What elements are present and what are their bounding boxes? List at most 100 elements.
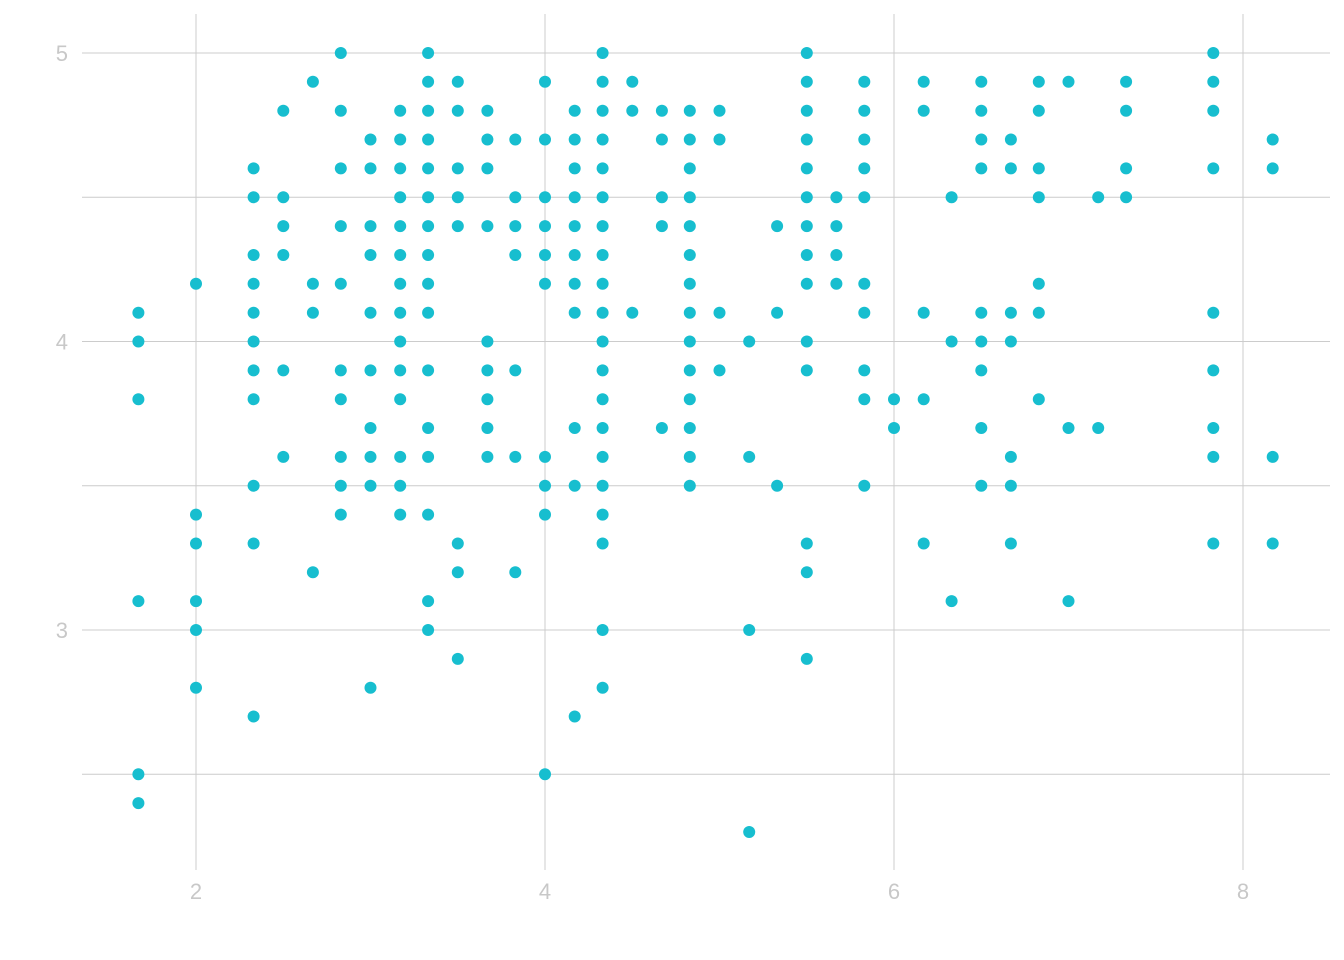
- scatter-point: [509, 566, 522, 579]
- scatter-point: [800, 537, 813, 550]
- scatter-point: [247, 249, 260, 261]
- scatter-point: [655, 422, 668, 434]
- scatter-point: [247, 393, 260, 406]
- y-tick-label: 4: [56, 330, 68, 355]
- scatter-point: [596, 277, 609, 290]
- scatter-point: [655, 191, 668, 204]
- scatter-point: [683, 133, 696, 146]
- scatter-point: [568, 162, 581, 175]
- scatter-point: [1266, 133, 1279, 146]
- scatter-point: [596, 75, 609, 88]
- scatter-point: [1004, 162, 1017, 175]
- scatter-point: [132, 768, 145, 781]
- scatter-point: [364, 306, 377, 319]
- scatter-point: [1266, 450, 1279, 463]
- scatter-point: [596, 450, 609, 463]
- scatter-point: [539, 220, 551, 233]
- scatter-point: [1120, 162, 1133, 175]
- x-tick-label: 8: [1237, 879, 1249, 904]
- scatter-point: [364, 249, 377, 261]
- scatter-point: [830, 277, 843, 290]
- scatter-point: [1032, 162, 1045, 175]
- scatter-point: [451, 191, 464, 204]
- scatter-point: [858, 393, 871, 406]
- scatter-point: [451, 566, 464, 579]
- scatter-point: [334, 364, 347, 377]
- scatter-point: [481, 450, 494, 463]
- scatter-point: [481, 422, 494, 434]
- scatter-point: [422, 595, 435, 608]
- y-tick-labels: 3 4 5: [56, 41, 68, 643]
- scatter-point: [917, 104, 930, 117]
- scatter-point: [1207, 537, 1220, 550]
- scatter-point: [683, 364, 696, 377]
- scatter-point: [596, 191, 609, 204]
- scatter-point: [800, 75, 813, 88]
- scatter-point: [683, 277, 696, 290]
- scatter-point: [1266, 162, 1279, 175]
- scatter-point: [800, 652, 813, 665]
- scatter-point: [830, 249, 843, 261]
- scatter-point: [394, 364, 407, 377]
- scatter-point: [1207, 306, 1220, 319]
- scatter-point: [422, 75, 435, 88]
- y-minor-gridlines: [82, 196, 1330, 775]
- scatter-point: [975, 104, 988, 117]
- scatter-point: [596, 508, 609, 521]
- scatter-point: [481, 220, 494, 233]
- scatter-point: [509, 249, 522, 261]
- scatter-point: [683, 162, 696, 175]
- scatter-point: [422, 422, 435, 434]
- scatter-point: [132, 797, 145, 810]
- scatter-point: [858, 133, 871, 146]
- scatter-point: [394, 249, 407, 261]
- scatter-point: [683, 422, 696, 434]
- scatter-point: [713, 104, 726, 117]
- scatter-point: [800, 335, 813, 348]
- scatter-point: [596, 624, 609, 636]
- scatter-point: [334, 508, 347, 521]
- scatter-point: [394, 335, 407, 348]
- scatter-point: [334, 277, 347, 290]
- scatter-point: [683, 104, 696, 117]
- scatter-point: [1004, 450, 1017, 463]
- scatter-point: [1207, 162, 1220, 175]
- scatter-point: [422, 220, 435, 233]
- scatter-point: [1032, 306, 1045, 319]
- scatter-point: [422, 624, 435, 636]
- scatter-point: [568, 710, 581, 723]
- scatter-point: [247, 277, 260, 290]
- scatter-point: [247, 710, 260, 723]
- scatter-point: [1207, 450, 1220, 463]
- scatter-point: [277, 450, 290, 463]
- scatter-point: [1032, 104, 1045, 117]
- scatter-point: [509, 450, 522, 463]
- scatter-point: [917, 75, 930, 88]
- scatter-point: [917, 306, 930, 319]
- scatter-point: [539, 450, 551, 463]
- scatter-point: [539, 191, 551, 204]
- scatter-point: [509, 133, 522, 146]
- scatter-point: [1207, 422, 1220, 434]
- scatter-point: [394, 191, 407, 204]
- scatter-point: [655, 220, 668, 233]
- scatter-point: [451, 220, 464, 233]
- scatter-point: [306, 566, 319, 579]
- scatter-point: [481, 364, 494, 377]
- scatter-point: [743, 624, 756, 636]
- scatter-point: [422, 191, 435, 204]
- scatter-point: [858, 191, 871, 204]
- scatter-point: [451, 162, 464, 175]
- scatter-point: [334, 393, 347, 406]
- scatter-point: [394, 508, 407, 521]
- scatter-point: [247, 162, 260, 175]
- scatter-point: [1032, 75, 1045, 88]
- scatter-point: [800, 191, 813, 204]
- scatter-point: [451, 537, 464, 550]
- scatter-point: [277, 220, 290, 233]
- scatter-point: [568, 306, 581, 319]
- scatter-point: [683, 306, 696, 319]
- scatter-point: [975, 162, 988, 175]
- scatter-point: [800, 249, 813, 261]
- scatter-point: [713, 364, 726, 377]
